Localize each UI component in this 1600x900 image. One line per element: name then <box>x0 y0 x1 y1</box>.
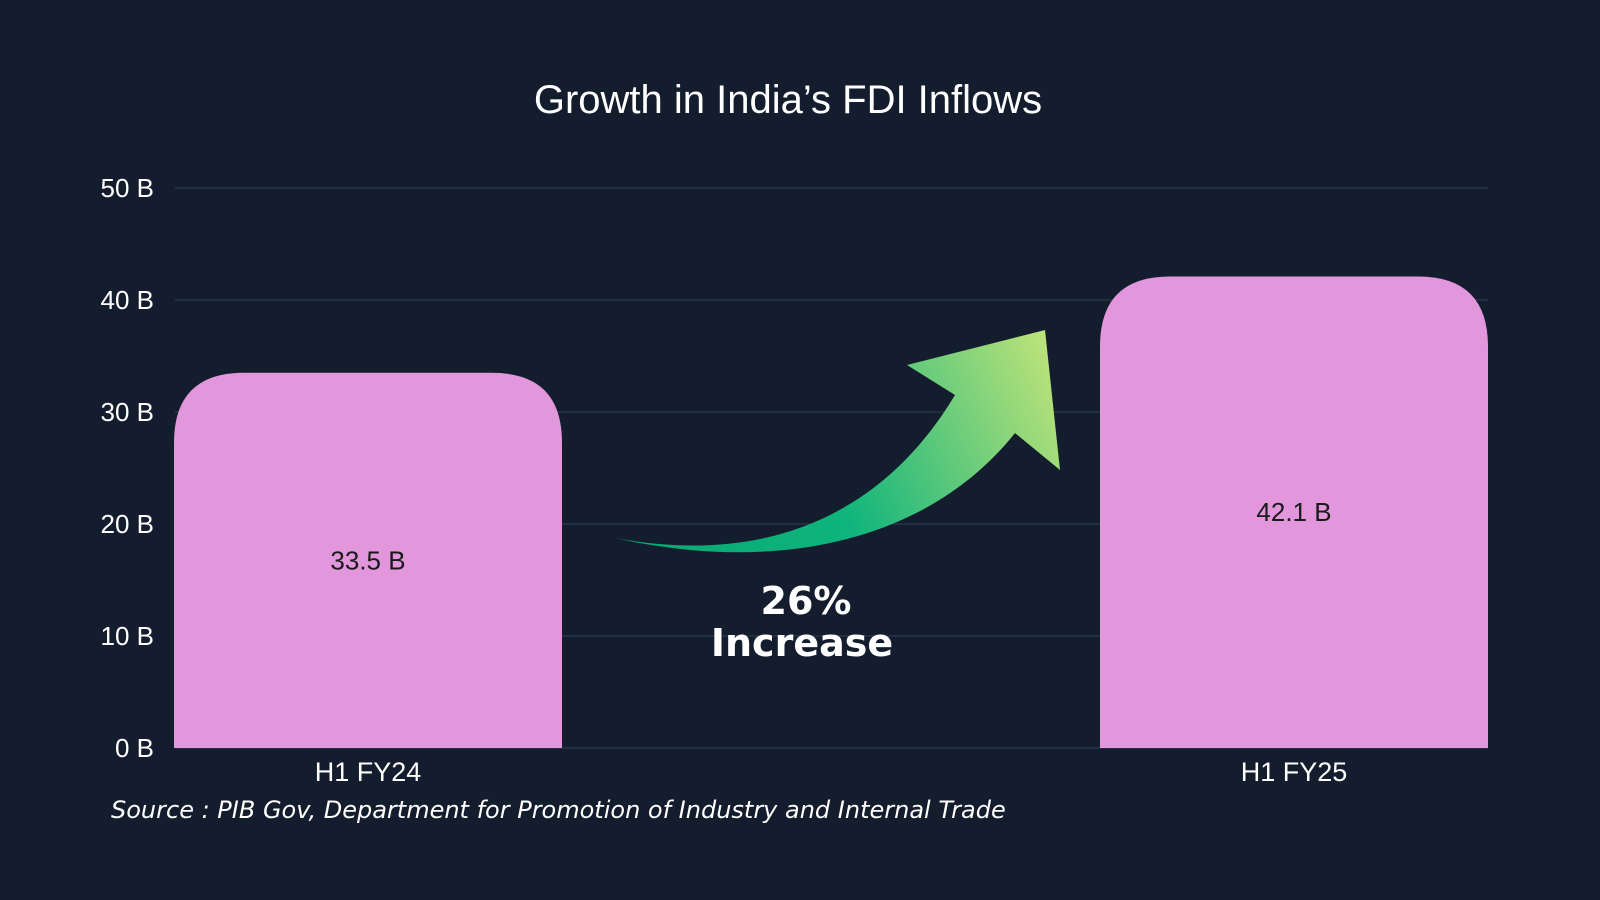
y-tick-label: 40 B <box>101 285 155 315</box>
chart-title: Growth in India’s FDI Inflows <box>534 78 1042 122</box>
x-tick-label: H1 FY25 <box>1241 757 1348 787</box>
x-tick-label: H1 FY24 <box>315 757 422 787</box>
bar-value-label: 33.5 B <box>330 545 405 575</box>
bar-h1-fy25 <box>1100 276 1488 748</box>
y-tick-label: 30 B <box>101 397 155 427</box>
bar-value-label: 42.1 B <box>1256 497 1331 527</box>
y-tick-label: 20 B <box>101 509 155 539</box>
growth-arrow-icon <box>615 330 1060 553</box>
source-note: Source : PIB Gov, Department for Promoti… <box>111 796 1006 824</box>
y-axis-ticks: 0 B 10 B 20 B 30 B 40 B 50 B <box>101 173 155 763</box>
bars: 33.5 B 42.1 B <box>174 276 1488 748</box>
y-tick-label: 0 B <box>115 733 154 763</box>
increase-label: Increase <box>711 621 893 665</box>
y-tick-label: 10 B <box>101 621 155 651</box>
bar-h1-fy24 <box>174 372 562 748</box>
x-axis-ticks: H1 FY24 H1 FY25 <box>315 757 1348 787</box>
increase-percent: 26% <box>761 579 852 623</box>
y-tick-label: 50 B <box>101 173 155 203</box>
